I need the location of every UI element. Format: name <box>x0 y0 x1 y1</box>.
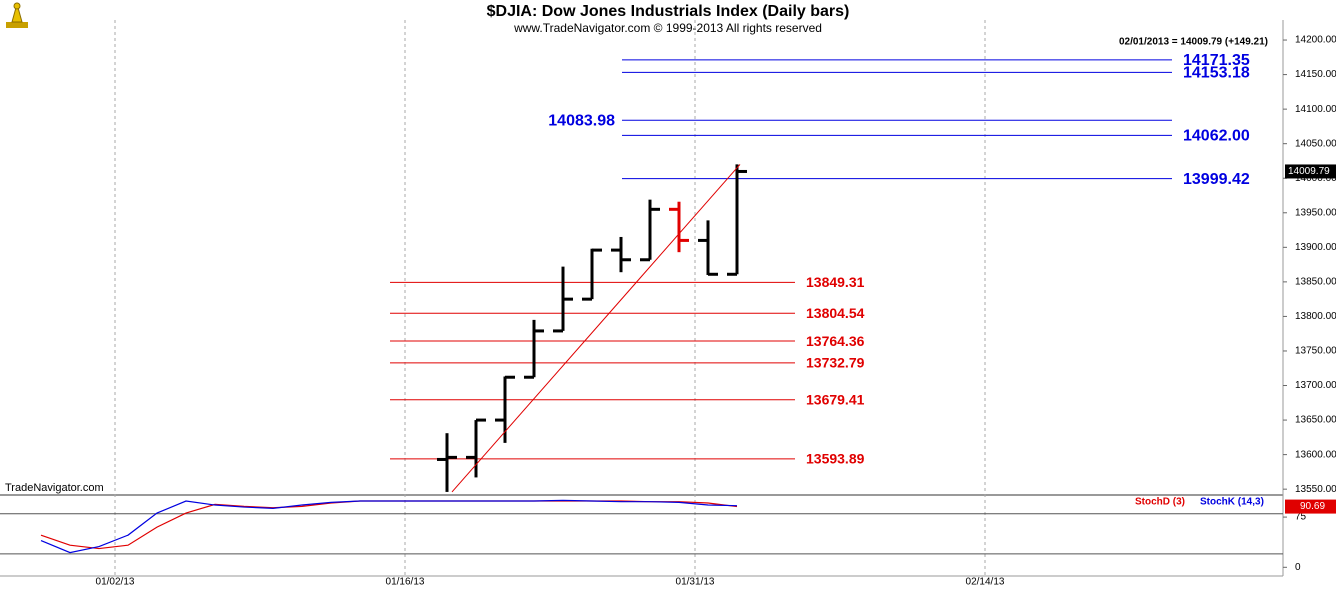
y-tick-label: 13600.00 <box>1295 449 1336 460</box>
y-tick-label: 13800.00 <box>1295 311 1336 322</box>
level-label: 14083.98 <box>548 112 615 129</box>
level-label: 13804.54 <box>806 305 865 321</box>
info-text: 02/01/2013 = 14009.79 (+149.21) <box>1119 37 1268 48</box>
level-label: 13679.41 <box>806 391 865 407</box>
level-label: 13732.79 <box>806 355 865 371</box>
y-tick-label: 13950.00 <box>1295 207 1336 218</box>
y-tick-label: 13650.00 <box>1295 415 1336 426</box>
level-label: 14153.18 <box>1183 65 1250 82</box>
y-tick-label: 13550.00 <box>1295 484 1336 495</box>
y-tick-label: 14100.00 <box>1295 104 1336 115</box>
y2-tick-label: 0 <box>1295 562 1301 573</box>
trendline <box>451 164 741 493</box>
level-label: 13593.89 <box>806 451 865 467</box>
x-tick-label: 02/14/13 <box>966 577 1005 588</box>
y-tick-label: 14200.00 <box>1295 35 1336 46</box>
y2-tick-label: 75 <box>1295 512 1307 523</box>
y-tick-label: 13900.00 <box>1295 242 1336 253</box>
legend-entry: StochD (3) <box>1135 497 1185 508</box>
last-price-label: 14009.79 <box>1288 166 1330 177</box>
last-price-box <box>1285 164 1336 179</box>
last-value-label: 90.69 <box>1300 501 1325 512</box>
x-tick-label: 01/31/13 <box>676 577 715 588</box>
y-tick-label: 13850.00 <box>1295 277 1336 288</box>
y-tick-label: 13750.00 <box>1295 346 1336 357</box>
x-tick-label: 01/02/13 <box>96 577 135 588</box>
level-label: 13999.42 <box>1183 171 1250 188</box>
level-label: 13849.31 <box>806 274 865 290</box>
x-tick-label: 01/16/13 <box>386 577 425 588</box>
y-tick-label: 14150.00 <box>1295 69 1336 80</box>
y-tick-label: 14050.00 <box>1295 138 1336 149</box>
legend-entry: StochK (14,3) <box>1200 497 1264 508</box>
watermark: TradeNavigator.com <box>5 482 104 494</box>
chart-subtitle: www.TradeNavigator.com © 1999-2013 All r… <box>513 21 822 35</box>
logo <box>6 2 28 28</box>
y-tick-label: 13700.00 <box>1295 380 1336 391</box>
level-label: 14171.35 <box>1183 52 1250 69</box>
level-label: 14062.00 <box>1183 128 1250 145</box>
level-label: 13764.36 <box>806 333 865 349</box>
stoch-line <box>40 499 738 554</box>
chart-title: $DJIA: Dow Jones Industrials Index (Dail… <box>487 3 850 20</box>
last-value-box <box>1285 499 1336 514</box>
